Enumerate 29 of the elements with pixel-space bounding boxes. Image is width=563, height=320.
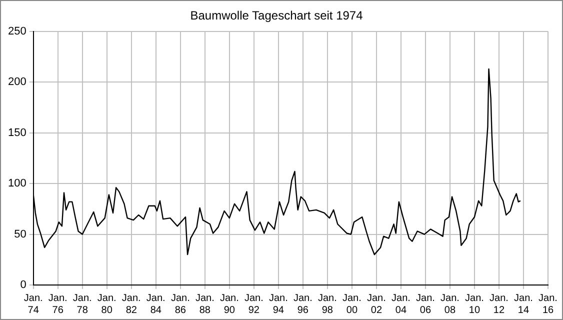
x-tick-label: Jan. 92 (244, 292, 264, 316)
y-tick-label: 150 (8, 126, 26, 139)
x-tick-label: Jan. 16 (538, 292, 558, 316)
chart-title: Baumwolle Tageschart seit 1974 (190, 8, 364, 23)
x-tick-label: Jan. 98 (318, 292, 337, 316)
x-tick-label: Jan. 94 (268, 292, 288, 316)
x-tick-label: Jan. 88 (195, 292, 214, 316)
x-tick-label: Jan. 80 (97, 292, 116, 316)
x-tick-label: Jan. 78 (72, 292, 92, 316)
x-tick-label: Jan. 12 (490, 292, 508, 316)
x-tick-label: Jan. 10 (465, 292, 484, 316)
y-tick-label: 200 (8, 76, 26, 88)
x-tick-label: Jan. 08 (440, 292, 460, 316)
x-tick-label: Jan. 90 (220, 292, 239, 316)
x-tick-label: Jan. 84 (146, 292, 166, 316)
x-tick-label: Jan. 04 (392, 292, 410, 316)
y-tick-label: 50 (14, 228, 26, 240)
x-tick-label: Jan. 74 (24, 292, 43, 316)
x-tick-label: Jan. 82 (122, 292, 141, 316)
x-tick-label: Jan. 00 (342, 292, 362, 316)
y-tick-label: 250 (8, 25, 26, 38)
x-tick-label: Jan. 96 (293, 292, 312, 316)
x-tick-label: Jan. 76 (48, 292, 68, 316)
x-tick-label: Jan. 06 (416, 292, 435, 316)
x-tick-label: Jan. 14 (514, 292, 533, 316)
x-tick-label: Jan. 02 (367, 292, 386, 316)
x-tick-label: Jan. 86 (170, 292, 190, 316)
y-tick-label: 100 (8, 178, 26, 190)
y-tick-label: 0 (20, 279, 26, 292)
